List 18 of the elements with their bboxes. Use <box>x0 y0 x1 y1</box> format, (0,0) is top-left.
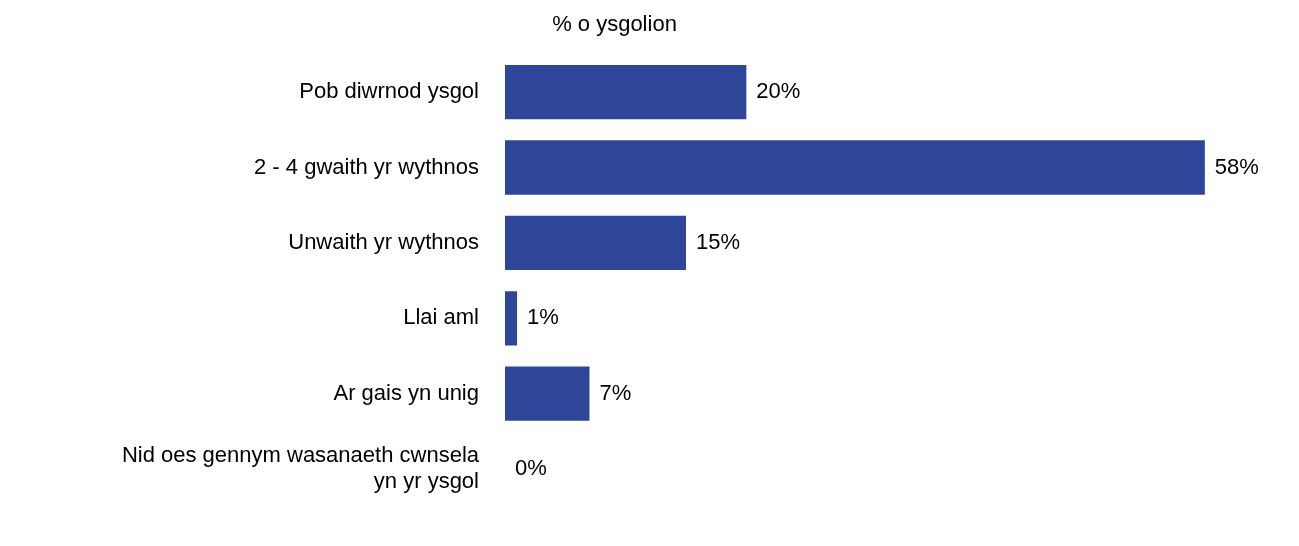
y-tick-label: Llai aml <box>403 304 479 330</box>
y-tick-label: Pob diwrnod ysgol <box>299 78 479 104</box>
data-label: 1% <box>527 304 559 330</box>
data-label: 7% <box>599 379 632 405</box>
y-tick-label: Ar gais yn unig <box>333 379 479 405</box>
y-tick-label: Nid oes gennym wasanaeth cwnsela yn yr ysgol <box>121 441 480 494</box>
bar <box>505 366 590 421</box>
data-label: 0% <box>515 455 547 481</box>
bar <box>505 64 747 120</box>
data-label: 15% <box>696 228 741 254</box>
y-tick-label: 2 - 4 gwaith yr wythnos <box>254 153 479 179</box>
bar <box>505 140 1205 195</box>
y-tick-label: Unwaith yr wythnos <box>288 228 479 254</box>
data-label: 20% <box>756 78 801 104</box>
bar <box>505 215 686 271</box>
bar <box>505 291 518 346</box>
data-label: 58% <box>1214 153 1259 179</box>
chart-title: % o ysgolion <box>552 11 677 37</box>
